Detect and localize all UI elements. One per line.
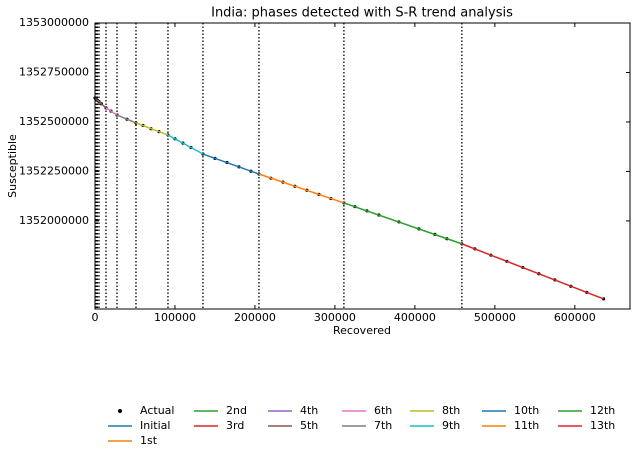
plot-frame	[94, 22, 631, 310]
x-tick-label: 100000	[154, 311, 196, 324]
phase-line	[343, 202, 463, 245]
phase-line	[98, 101, 107, 109]
x-tick-label: 500000	[474, 311, 516, 324]
y-tick-label: 1352000000	[19, 214, 89, 227]
phase-line	[116, 114, 137, 124]
legend-marker	[118, 409, 122, 413]
phase-line	[258, 173, 345, 204]
x-axis-label: Recovered	[333, 324, 391, 337]
legend-label: 5th	[300, 419, 318, 432]
phase-line	[461, 243, 604, 300]
x-tick-label: 200000	[234, 311, 276, 324]
legend-label: 8th	[442, 404, 460, 417]
y-axis-label: Susceptible	[6, 134, 19, 198]
legend-label: 2nd	[226, 404, 247, 417]
phase-line	[96, 98, 98, 101]
legend-label: 7th	[374, 419, 392, 432]
legend-label: 13th	[590, 419, 615, 432]
y-tick-label: 1352750000	[19, 65, 89, 78]
y-tick-label: 1352250000	[19, 164, 89, 177]
phase-line	[96, 99, 100, 103]
phase-line	[167, 134, 204, 155]
x-tick-label: 600000	[554, 311, 596, 324]
legend-label: Actual	[140, 404, 174, 417]
x-tick-label: 0	[92, 311, 99, 324]
y-tick-label: 1353000000	[19, 16, 89, 29]
legend-label: 9th	[442, 419, 460, 432]
phase-line	[95, 98, 98, 101]
x-tick-label: 400000	[394, 311, 436, 324]
legend-label: 1st	[140, 434, 158, 447]
legend-label: 4th	[300, 404, 318, 417]
phase-line	[105, 107, 118, 116]
legend-label: 3rd	[226, 419, 244, 432]
y-tick-label: 1352500000	[19, 115, 89, 128]
chart-title: India: phases detected with S-R trend an…	[211, 6, 513, 21]
x-tick-label: 300000	[314, 311, 356, 324]
legend-label: 6th	[374, 404, 392, 417]
legend-label: Initial	[140, 419, 170, 432]
legend-label: 11th	[514, 419, 539, 432]
legend-label: 12th	[590, 404, 615, 417]
phase-line	[135, 122, 169, 136]
legend-label: 10th	[514, 404, 539, 417]
phase-line	[202, 153, 260, 175]
